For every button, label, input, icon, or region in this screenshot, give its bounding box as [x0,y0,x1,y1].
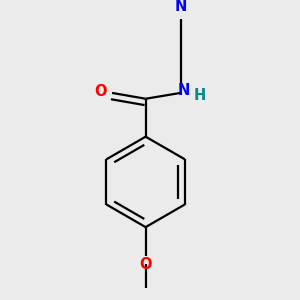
Text: H: H [194,88,206,103]
Text: N: N [174,0,187,14]
Text: O: O [140,257,152,272]
Text: N: N [177,83,190,98]
Text: O: O [95,84,107,99]
